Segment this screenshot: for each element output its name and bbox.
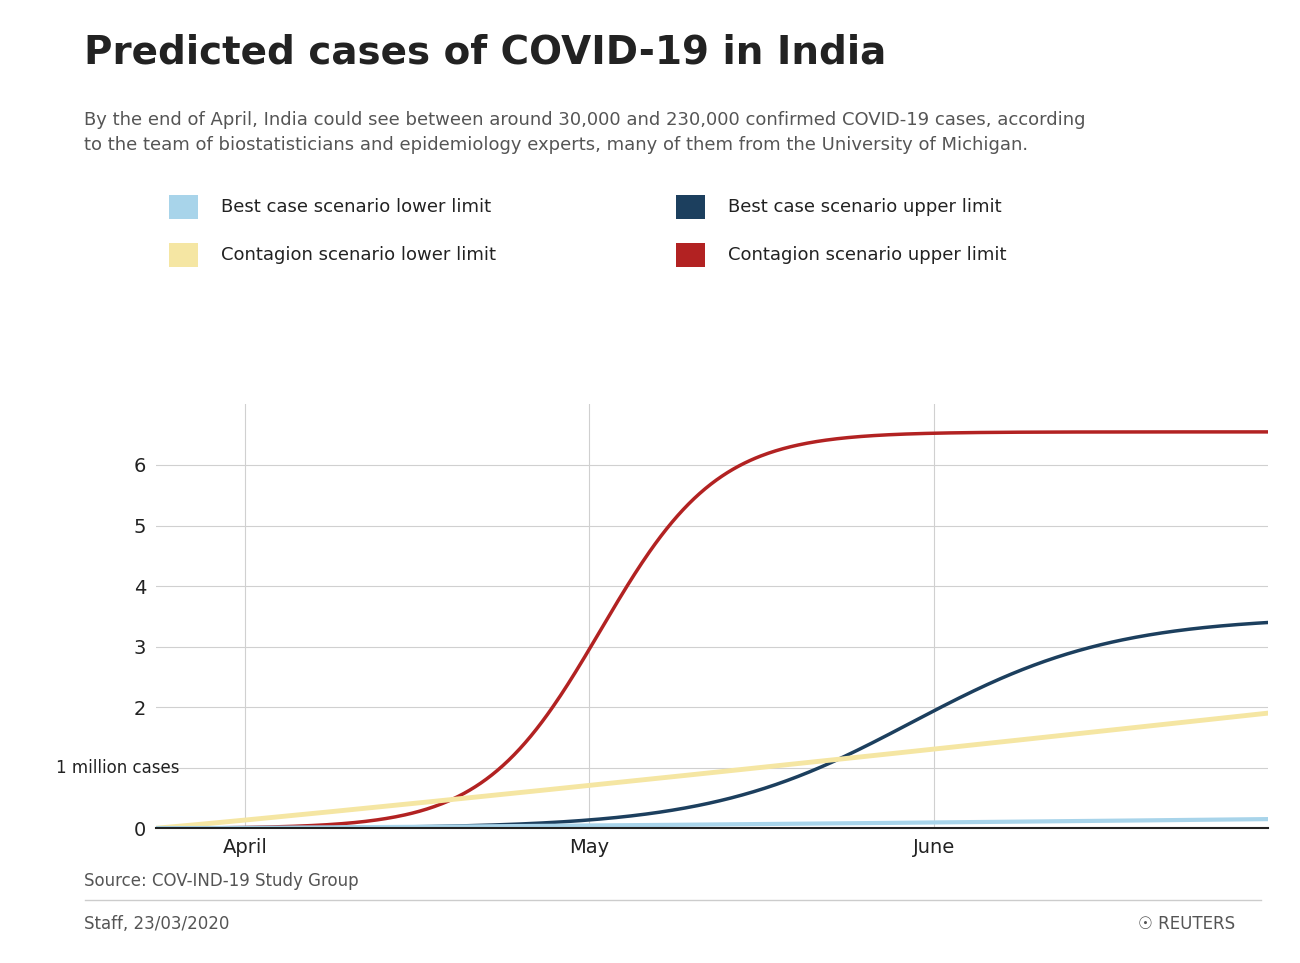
Text: ☉ REUTERS: ☉ REUTERS: [1138, 915, 1235, 933]
Text: By the end of April, India could see between around 30,000 and 230,000 confirmed: By the end of April, India could see bet…: [84, 111, 1086, 154]
Text: Best case scenario lower limit: Best case scenario lower limit: [221, 198, 491, 216]
Text: Source: COV-IND-19 Study Group: Source: COV-IND-19 Study Group: [84, 872, 359, 890]
Text: Predicted cases of COVID-19 in India: Predicted cases of COVID-19 in India: [84, 34, 887, 71]
Text: Staff, 23/03/2020: Staff, 23/03/2020: [84, 915, 230, 933]
Text: Contagion scenario lower limit: Contagion scenario lower limit: [221, 247, 497, 264]
Text: Best case scenario upper limit: Best case scenario upper limit: [728, 198, 1001, 216]
Text: 1 million cases: 1 million cases: [56, 759, 179, 776]
Text: Contagion scenario upper limit: Contagion scenario upper limit: [728, 247, 1006, 264]
